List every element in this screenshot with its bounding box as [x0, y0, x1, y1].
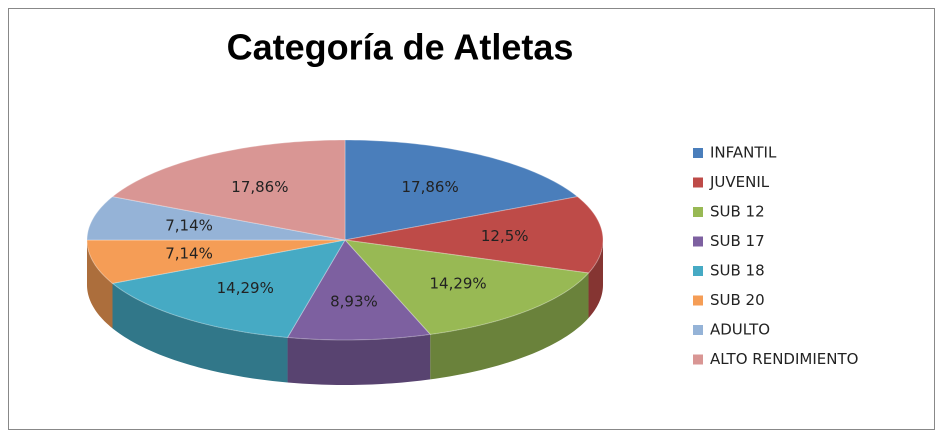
- slice: [86, 196, 346, 241]
- slice: [344, 196, 604, 274]
- data-label: 7,14%: [165, 244, 213, 262]
- slice-side: [588, 240, 603, 319]
- data-label: 12,5%: [481, 227, 529, 245]
- slice-side: [87, 240, 113, 329]
- slice: [111, 239, 346, 339]
- legend-label: SUB 17: [710, 232, 765, 250]
- data-label: 14,29%: [217, 279, 274, 297]
- slice: [86, 239, 346, 284]
- data-label: 17,86%: [231, 178, 288, 196]
- legend-swatch: [693, 266, 703, 276]
- data-label: 17,86%: [402, 178, 459, 196]
- slice: [111, 139, 346, 241]
- data-label: 7,14%: [165, 217, 213, 235]
- legend-swatch: [693, 325, 703, 335]
- chart-title: Categoría de Atletas: [227, 27, 574, 68]
- legend-label: JUVENIL: [709, 173, 770, 191]
- legend-swatch: [693, 236, 703, 247]
- data-label: 8,93%: [330, 292, 378, 310]
- legend-label: SUB 12: [710, 203, 765, 221]
- legend-swatch: [693, 207, 703, 217]
- slice: [344, 139, 579, 241]
- legend-swatch: [693, 295, 703, 306]
- data-label: 14,29%: [429, 274, 486, 292]
- legend-label: SUB 18: [710, 262, 765, 280]
- legend-label: ADULTO: [710, 321, 770, 339]
- slice: [343, 239, 590, 335]
- legend-label: ALTO RENDIMIENTO: [710, 350, 858, 368]
- legend-swatch: [693, 177, 703, 188]
- legend-swatch: [693, 148, 703, 158]
- legend-label: SUB 20: [710, 291, 765, 309]
- slice-side: [112, 283, 288, 383]
- slice-side: [430, 273, 589, 380]
- slice: [286, 239, 432, 341]
- legend-label: INFANTIL: [710, 144, 777, 162]
- slice-side: [287, 334, 431, 385]
- legend-swatch: [693, 354, 703, 365]
